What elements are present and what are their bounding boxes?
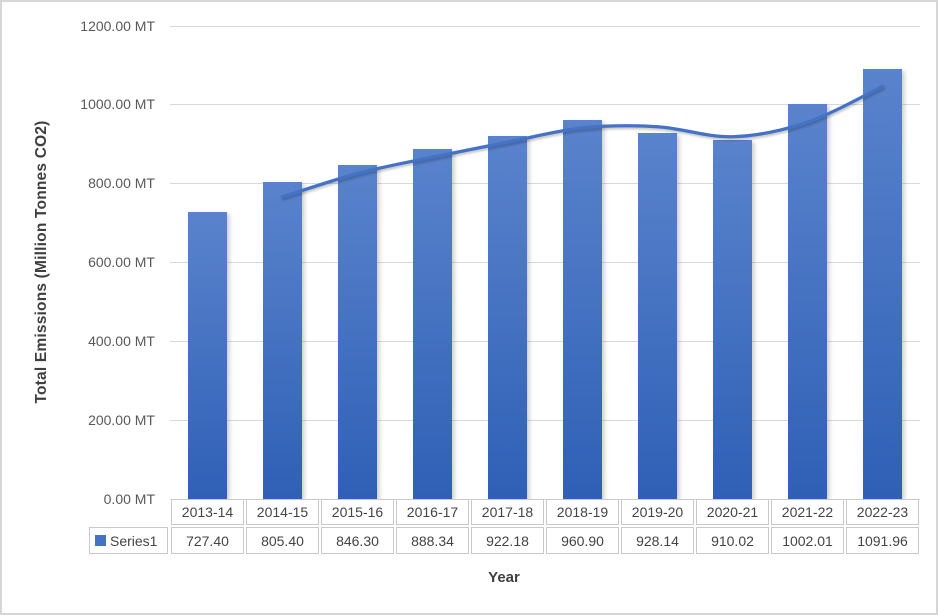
bar bbox=[863, 68, 902, 499]
x-axis-title: Year bbox=[488, 569, 520, 586]
bar bbox=[188, 212, 227, 499]
table-category-cell: 2017-18 bbox=[471, 499, 544, 525]
table-value-cell: 922.18 bbox=[471, 527, 544, 554]
table-category-cell: 2021-22 bbox=[771, 499, 844, 525]
table-value-cell: 1091.96 bbox=[846, 527, 919, 554]
gridline bbox=[170, 26, 920, 27]
bar bbox=[788, 104, 827, 499]
bar bbox=[713, 140, 752, 499]
y-axis-tick-label: 200.00 MT bbox=[88, 412, 155, 428]
table-category-cell: 2016-17 bbox=[396, 499, 469, 525]
table-value-cell: 888.34 bbox=[396, 527, 469, 554]
gridline bbox=[170, 499, 920, 500]
table-category-cell: 2020-21 bbox=[696, 499, 769, 525]
y-axis-tick-label: 400.00 MT bbox=[88, 333, 155, 349]
table-category-cell: 2018-19 bbox=[546, 499, 619, 525]
table-value-cell: 1002.01 bbox=[771, 527, 844, 554]
table-value-cell: 805.40 bbox=[246, 527, 319, 554]
y-axis-tick-label: 1200.00 MT bbox=[80, 18, 155, 34]
table-category-cell: 2014-15 bbox=[246, 499, 319, 525]
bar bbox=[263, 181, 302, 499]
table-category-cell: 2015-16 bbox=[321, 499, 394, 525]
gridline bbox=[170, 262, 920, 263]
y-axis-tick-label: 800.00 MT bbox=[88, 175, 155, 191]
table-category-cell: 2013-14 bbox=[171, 499, 244, 525]
table-value-cell: 960.90 bbox=[546, 527, 619, 554]
table-value-cell: 928.14 bbox=[621, 527, 694, 554]
table-value-cell: 727.40 bbox=[171, 527, 244, 554]
gridline bbox=[170, 341, 920, 342]
data-table-legend-cell: Series1 bbox=[89, 527, 168, 554]
table-category-cell: 2022-23 bbox=[846, 499, 919, 525]
gridline bbox=[170, 420, 920, 421]
table-value-cell: 910.02 bbox=[696, 527, 769, 554]
bar bbox=[338, 165, 377, 499]
bar bbox=[638, 133, 677, 499]
y-axis-tick-label: 1000.00 MT bbox=[80, 96, 155, 112]
table-value-cell: 846.30 bbox=[321, 527, 394, 554]
y-axis-tick-label: 600.00 MT bbox=[88, 254, 155, 270]
table-category-cell: 2019-20 bbox=[621, 499, 694, 525]
bar bbox=[413, 148, 452, 499]
bar bbox=[563, 120, 602, 499]
y-axis-tick-label: 0.00 MT bbox=[103, 491, 155, 507]
series1-legend-swatch-icon bbox=[95, 535, 106, 546]
bar bbox=[488, 135, 527, 499]
legend-series-label: Series1 bbox=[110, 532, 158, 549]
